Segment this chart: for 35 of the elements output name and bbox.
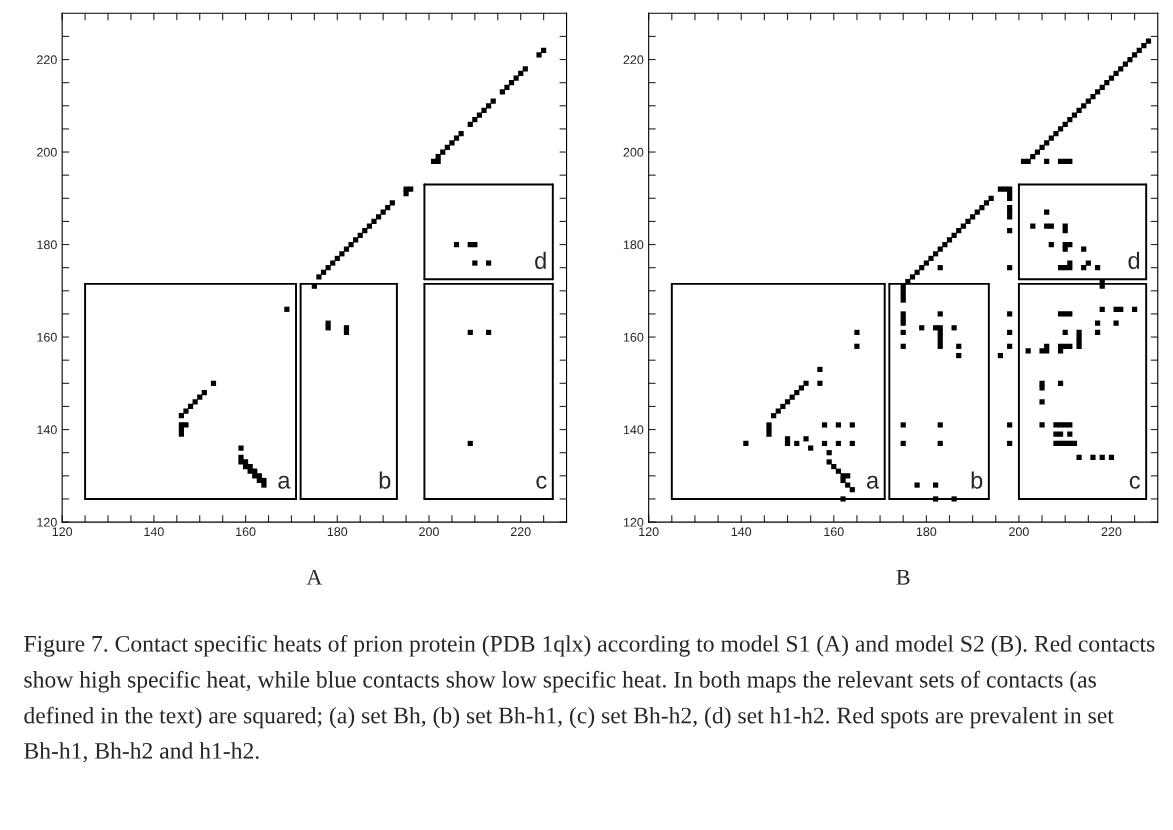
caption: Figure 7. Contact specific heats of prion protein (PDB 1qlx) according to model S1 (A) and model S2 (B). Red contacts show high specific heat, while blue contacts show low specific heat. In both maps the relevant sets of contacts (as defined in the text) are squared; (a) set Bh, (b) set Bh-h1, (c) set Bh-h2, (d) set h1-h2. Red spots are prevalent in set Bh-h1, Bh-h2 and h1-h2. <box>24 634 1155 763</box>
y-tick-label: 160 <box>37 332 57 342</box>
x-tick-label: 180 <box>327 527 348 537</box>
y-tick-label: 140 <box>623 425 644 435</box>
x-tick-label: 120 <box>639 527 659 537</box>
annotation: d <box>535 251 546 270</box>
x-axis-title: A <box>306 569 323 585</box>
y-tick-label: 120 <box>623 517 644 527</box>
y-tick-label: 220 <box>623 55 644 65</box>
x-tick-label: 140 <box>731 527 752 537</box>
annotation: b <box>379 471 391 489</box>
x-tick-label: 200 <box>1009 527 1029 537</box>
x-tick-label: 160 <box>824 527 844 537</box>
y-tick-label: 180 <box>37 240 57 250</box>
y-tick-label: 140 <box>37 425 57 435</box>
x-tick-label: 200 <box>419 527 439 537</box>
y-tick-label: 180 <box>623 240 644 250</box>
x-tick-label: 180 <box>916 527 937 537</box>
y-tick-label: 200 <box>37 147 57 157</box>
x-tick-label: 140 <box>144 527 164 537</box>
annotation: c <box>1129 475 1140 489</box>
x-tick-label: 120 <box>52 527 73 537</box>
annotation: c <box>536 475 547 489</box>
x-tick-label: 160 <box>236 527 256 537</box>
x-tick-label: 220 <box>510 527 531 537</box>
y-tick-label: 220 <box>37 55 57 65</box>
annotation: d <box>1128 251 1140 270</box>
x-tick-label: 220 <box>1101 527 1122 537</box>
y-tick-label: 120 <box>37 517 57 527</box>
annotation: a <box>278 475 291 489</box>
y-tick-label: 160 <box>623 332 644 342</box>
annotation: a <box>867 475 880 489</box>
annotation: b <box>971 471 983 489</box>
y-tick-label: 200 <box>623 147 644 157</box>
x-axis-title: B <box>896 570 910 585</box>
